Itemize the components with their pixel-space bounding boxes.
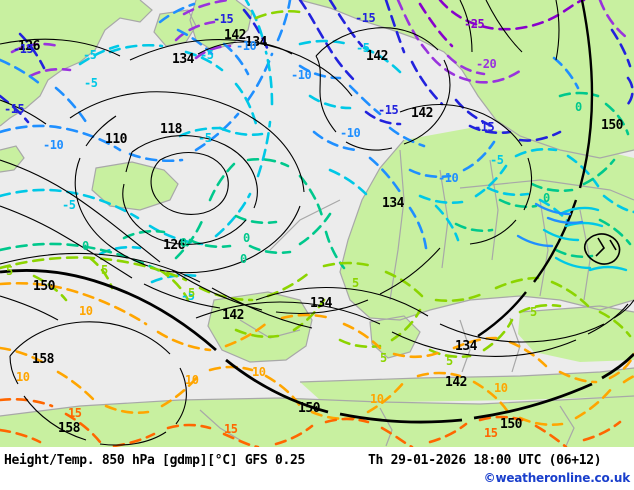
temperature-label: 10 [370,392,384,406]
temperature-label: 15 [224,422,238,436]
temperature-label: -5 [83,48,97,62]
temperature-label: 0 [575,100,582,114]
height-label: 150 [298,401,320,416]
height-contour-150-bold [0,269,634,424]
temperature-label: 10 [185,373,199,387]
height-label: 158 [58,421,80,436]
temperature-label: 10 [494,381,508,395]
temperature-label: 10 [252,365,266,379]
temperature-label: -5 [181,289,195,303]
detail-patches-blue [516,202,584,248]
temperature-label: -15 [213,12,234,26]
height-label: 126 [163,238,185,253]
land-polygons [0,0,634,447]
isotherm-plus10 [0,281,634,427]
height-label: 110 [105,132,127,147]
valid-time: Th 29-01-2026 18:00 UTC (06+12) [368,453,602,468]
temperature-label: -5 [198,131,212,145]
height-contours [0,0,634,446]
temperature-label: -10 [291,68,312,82]
height-label: 150 [33,279,55,294]
temperature-label: 0 [243,231,250,245]
isotherm-plus5 [0,9,632,359]
isotherm-minus25 [418,0,586,48]
isotherm-minus10 [0,0,580,250]
temperature-label: 0 [82,239,89,253]
height-label: 134 [245,35,267,50]
temperature-label: -5 [356,41,370,55]
isotherm-minus15 [0,0,634,142]
map-graphics [0,0,634,447]
temperature-label: -5 [490,153,504,167]
temperature-label: -15 [355,11,376,25]
temperature-label: 0 [180,236,187,250]
map-canvas[interactable]: 126 110 118 134 142 134 142 142 134 126 … [0,0,634,447]
height-label: 150 [500,417,522,432]
height-label: 142 [224,28,246,43]
height-label: 142 [445,375,467,390]
coastlines [0,0,634,447]
map-footer: Height/Temp. 850 hPa [gdmp][°C] GFS 0.25… [0,447,634,490]
temperature-label: 0 [240,252,247,266]
height-label: 134 [310,296,332,311]
temperature-label: -20 [476,57,497,71]
product-title: Height/Temp. 850 hPa [gdmp][°C] GFS 0.25 [4,453,306,468]
temperature-label: -15 [13,42,34,56]
temperature-label: -10 [43,138,64,152]
small-closed-contour [583,233,621,265]
height-label: 142 [366,49,388,64]
height-label: 142 [411,106,433,121]
temperature-label: 5 [6,264,13,278]
temperature-label: -15 [474,120,495,134]
temperature-label: -5 [62,198,76,212]
temperature-label: -10 [438,171,459,185]
height-label: 158 [32,352,54,367]
temperature-label: -15 [378,103,399,117]
temperature-label: 15 [484,426,498,440]
temperature-label: -5 [84,76,98,90]
temperature-label: 10 [16,370,30,384]
temperature-label: 15 [68,406,82,420]
isotherm-plus15 [0,397,622,447]
temperature-label: 0 [543,191,550,205]
temperature-label: 5 [446,354,453,368]
height-label: 126 [18,39,40,54]
temperature-label: 10 [79,304,93,318]
temperature-label: -10 [340,126,361,140]
temperature-label: -10 [236,39,257,53]
temperature-label: 5 [380,351,387,365]
isotherm-zero [0,91,632,274]
height-label: 118 [160,122,182,137]
copyright-watermark[interactable]: ©weatheronline.co.uk [483,471,631,485]
height-label: 134 [172,52,194,67]
temperature-label: -5 [200,48,214,62]
height-label: 134 [455,339,477,354]
temperature-label: -15 [4,102,25,116]
height-label: 150 [601,118,623,133]
temperature-label: 5 [188,286,195,300]
temperature-label: 5 [530,305,537,319]
height-label: 134 [382,196,404,211]
temperature-label: -25 [464,17,485,31]
height-label: 142 [222,308,244,323]
temperature-label: 5 [101,263,108,277]
temperature-label: 5 [352,276,359,290]
